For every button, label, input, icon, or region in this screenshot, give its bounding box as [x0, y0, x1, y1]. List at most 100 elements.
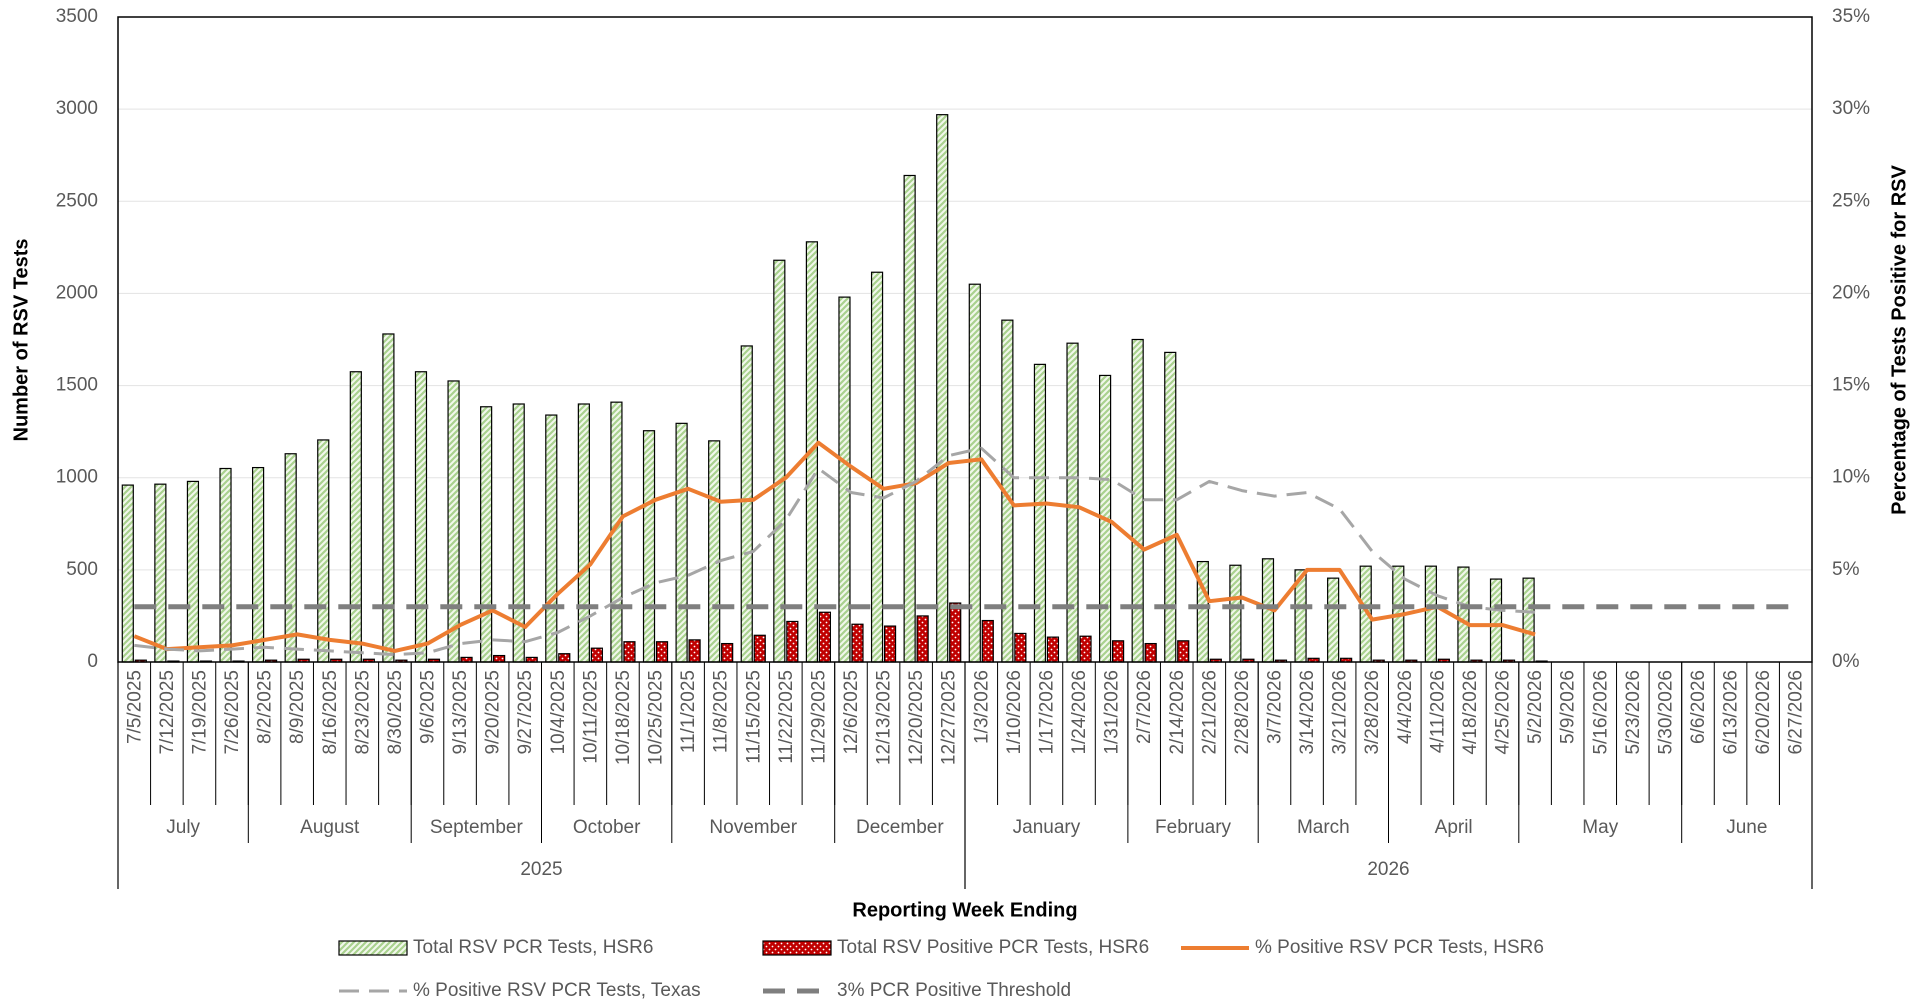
bar [1111, 640, 1125, 663]
x-axis-title: Reporting Week Ending [852, 899, 1077, 921]
legend-swatch [338, 940, 408, 956]
month-label: September [430, 817, 524, 838]
bar [642, 430, 656, 663]
y2-axis-title: Percentage of Tests Positive for RSV [1888, 164, 1910, 514]
bar [251, 466, 265, 663]
bar [382, 333, 395, 663]
x-tick-label: 11/15/2025 [743, 670, 764, 764]
y-tick-label: 500 [66, 559, 98, 580]
bar [1079, 635, 1092, 663]
month-label: June [1726, 817, 1767, 838]
y-tick-label: 2000 [56, 282, 98, 303]
x-tick-label: 8/23/2025 [352, 670, 373, 755]
bar [883, 625, 897, 663]
bar [1164, 351, 1177, 663]
bar [773, 259, 786, 663]
bar [1457, 566, 1470, 663]
line-series [133, 440, 1536, 653]
y2-tick-label: 25% [1832, 190, 1870, 211]
bar [688, 639, 701, 663]
legend-label: Total RSV PCR Tests, HSR6 [413, 937, 653, 958]
y2-tick-label: 15% [1832, 375, 1870, 396]
bar [284, 453, 297, 663]
year-label: 2025 [520, 859, 562, 880]
bar [1229, 564, 1242, 663]
bar [493, 654, 506, 663]
y-tick-label: 0 [87, 651, 98, 672]
bar [623, 641, 636, 663]
bar [786, 620, 799, 663]
x-tick-label: 4/25/2026 [1493, 670, 1514, 755]
y-axis-title: Number of RSV Tests [10, 239, 32, 442]
x-tick-label: 6/27/2026 [1786, 670, 1807, 755]
bar [349, 371, 362, 663]
bar [936, 114, 949, 663]
x-tick-label: 2/21/2026 [1199, 670, 1220, 755]
month-label: May [1582, 817, 1618, 838]
x-tick-label: 10/25/2025 [646, 670, 667, 765]
x-tick-label: 9/13/2025 [450, 670, 471, 755]
bar [851, 623, 864, 663]
bar [121, 484, 134, 663]
x-tick-label: 10/11/2025 [580, 670, 601, 764]
x-tick-label: 8/9/2025 [287, 670, 308, 744]
x-tick-label: 6/20/2026 [1753, 670, 1774, 755]
y-tick-label: 1000 [56, 467, 98, 488]
month-label: February [1155, 817, 1232, 838]
month-label: August [300, 817, 360, 838]
bar [154, 483, 167, 663]
x-tick-label: 11/8/2025 [711, 670, 732, 753]
x-tick-label: 6/13/2026 [1721, 670, 1742, 755]
x-tick-label: 7/5/2025 [124, 670, 145, 744]
bar [916, 615, 929, 663]
bar [753, 634, 766, 663]
x-tick-label: 1/10/2026 [1004, 670, 1025, 755]
y2-tick-label: 35% [1832, 6, 1870, 27]
bar [903, 174, 916, 663]
bar [480, 406, 493, 663]
legend-label: 3% PCR Positive Threshold [837, 980, 1071, 1000]
x-tick-label: 3/7/2026 [1264, 670, 1285, 744]
x-tick-label: 3/21/2026 [1330, 670, 1351, 755]
x-tick-label: 8/30/2025 [385, 670, 406, 755]
y2-tick-label: 0% [1832, 651, 1860, 672]
month-label: October [573, 817, 641, 838]
bar [1066, 342, 1079, 663]
bar [1489, 578, 1503, 663]
y-tick-label: 2500 [56, 190, 98, 211]
x-tick-label: 1/31/2026 [1102, 670, 1123, 755]
bar [818, 611, 832, 663]
x-tick-label: 1/17/2026 [1036, 670, 1057, 755]
bar [219, 467, 232, 663]
x-tick-label: 9/27/2025 [515, 670, 536, 755]
x-tick-label: 7/26/2025 [222, 670, 243, 755]
x-tick-label: 9/20/2025 [483, 670, 504, 755]
y2-tick-label: 20% [1832, 282, 1870, 303]
bar [655, 641, 669, 663]
bar [870, 271, 884, 663]
bar [1144, 642, 1157, 663]
bar [1131, 338, 1144, 663]
x-tick-label: 5/30/2026 [1655, 670, 1676, 755]
x-tick-label: 9/6/2025 [417, 670, 438, 744]
line-series [134, 446, 1536, 657]
bar [1424, 565, 1437, 663]
year-label: 2026 [1367, 859, 1409, 880]
bar [675, 422, 688, 663]
bar [721, 642, 734, 663]
month-label: July [166, 817, 200, 838]
x-tick-label: 7/19/2025 [189, 670, 210, 755]
y2-tick-label: 10% [1832, 467, 1870, 488]
bar [317, 439, 330, 663]
y-tick-label: 1500 [56, 375, 98, 396]
y2-tick-label: 30% [1832, 98, 1870, 119]
bar [590, 647, 603, 663]
x-tick-label: 8/16/2025 [320, 670, 341, 755]
x-tick-label: 2/14/2026 [1167, 670, 1188, 755]
x-tick-label: 2/7/2026 [1134, 670, 1155, 744]
bar [414, 371, 428, 663]
bar [1033, 363, 1047, 663]
month-label: December [856, 817, 944, 838]
bar [1014, 632, 1027, 663]
x-tick-label: 5/2/2026 [1525, 670, 1546, 744]
